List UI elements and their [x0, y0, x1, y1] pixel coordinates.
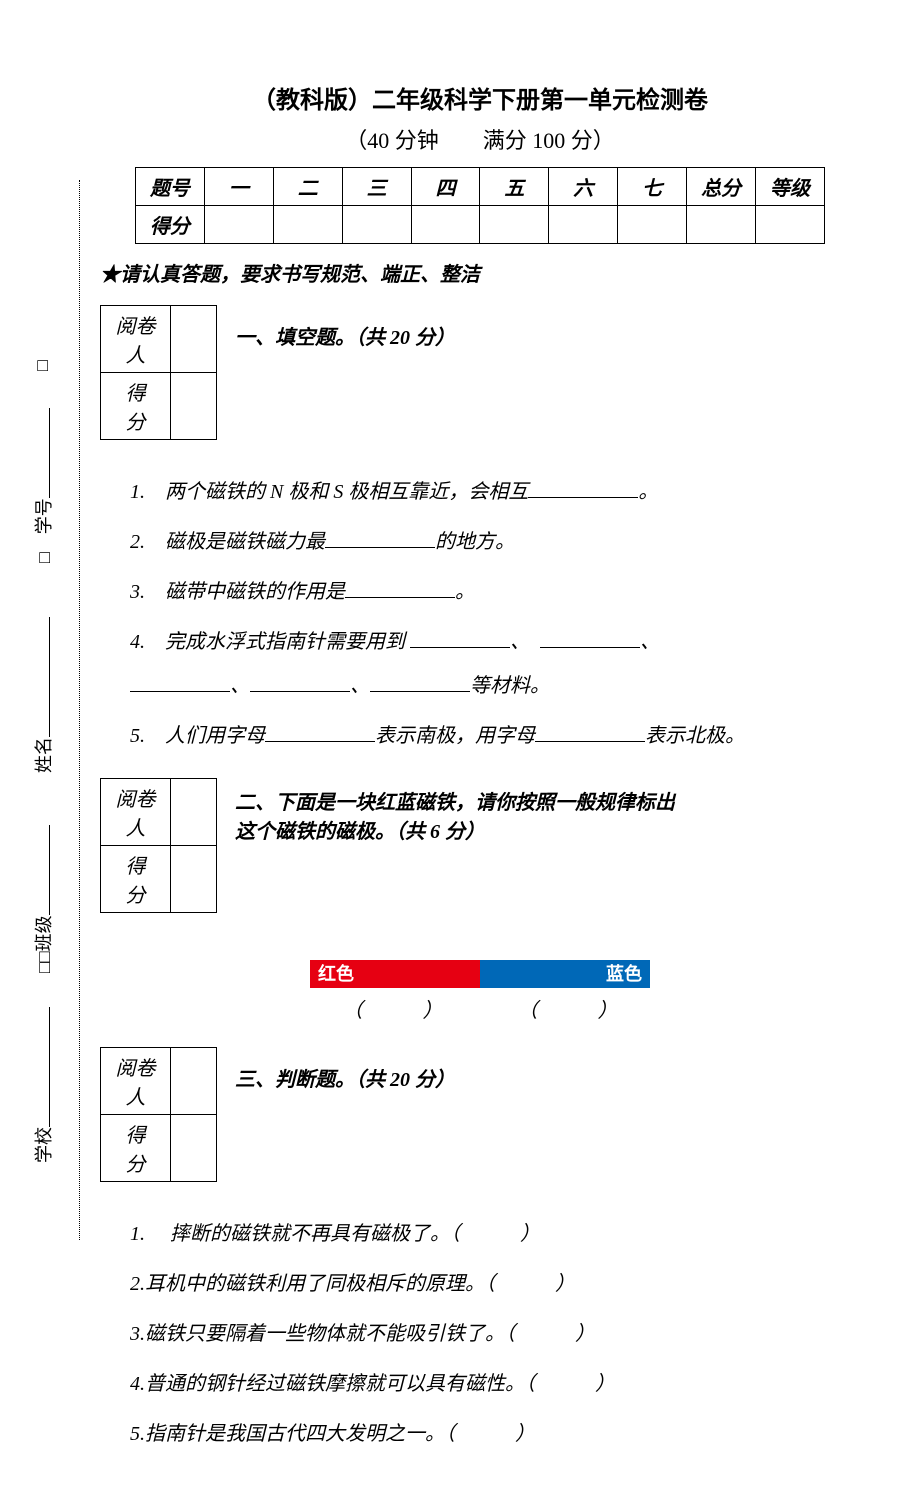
score-value-row: 得分: [136, 206, 825, 244]
section-3: 阅卷人 得 分 三、判断题。（共 20 分）: [100, 1047, 860, 1192]
scorer-box-2: 阅卷人 得 分: [100, 778, 217, 913]
sidebar-number-label: 学号: [34, 498, 54, 534]
q3-1: 1. 摔断的磁铁就不再具有磁极了。（ ）: [130, 1212, 860, 1256]
score-row-label: 得分: [136, 206, 205, 244]
sidebar-name: 姓名: [30, 617, 56, 773]
paren-left: （ ）: [308, 994, 478, 1023]
section-2: 阅卷人 得 分 二、下面是一块红蓝磁铁，请你按照一般规律标出 这个磁铁的磁极。（…: [100, 778, 860, 923]
sidebar-school-label: 学校: [34, 1127, 54, 1163]
score-cell: [618, 206, 687, 244]
magnet-bar: 红色蓝色: [310, 960, 650, 988]
score-blank: [171, 846, 217, 913]
exam-page: 学校 □□班级 姓名 □ 学号 □ （教科版）二年级科学下册第一单元检测卷 （4…: [0, 0, 920, 1502]
q-text: 表示北极。: [645, 725, 745, 747]
score-table: 题号 一 二 三 四 五 六 七 总分 等级 得分: [135, 167, 825, 244]
q3-3: 3.磁铁只要隔着一些物体就不能吸引铁了。（ ）: [130, 1312, 860, 1356]
score-cell: [411, 206, 480, 244]
score-header-cell: 六: [549, 168, 618, 206]
instructions: ★请认真答题，要求书写规范、端正、整洁: [100, 258, 860, 287]
score-header-cell: 等级: [756, 168, 825, 206]
section-title-line1: 二、下面是一块红蓝磁铁，请你按照一般规律标出: [235, 792, 675, 814]
scorer-label: 阅卷人: [101, 779, 171, 846]
score-header-cell: 二: [273, 168, 342, 206]
scorer-box-1: 阅卷人 得 分: [100, 305, 217, 440]
scorer-label: 阅卷人: [101, 1048, 171, 1115]
magnet-answer-row: （ ） （ ）: [100, 994, 860, 1023]
q-text: 。: [455, 581, 475, 603]
score-blank: [171, 1115, 217, 1182]
score-label: 得 分: [101, 373, 171, 440]
q-text: 等材料。: [470, 675, 550, 697]
q-text: 的地方。: [435, 531, 515, 553]
scorer-label: 阅卷人: [101, 306, 171, 373]
q-text: 、: [230, 675, 250, 697]
q1-1: 1. 两个磁铁的 N 极和 S 极相互靠近，会相互 。: [130, 470, 860, 514]
q-text: 、: [350, 675, 370, 697]
magnet-blue-half: 蓝色: [480, 960, 650, 988]
sidebar-class-label: 班级: [34, 915, 54, 951]
scorer-blank: [171, 306, 217, 373]
score-header-cell: 总分: [687, 168, 756, 206]
magnet-diagram: 红色蓝色: [100, 943, 860, 988]
score-header-cell: 四: [411, 168, 480, 206]
sidebar-name-label: 姓名: [34, 737, 54, 773]
score-header-row: 题号 一 二 三 四 五 六 七 总分 等级: [136, 168, 825, 206]
score-cell: [342, 206, 411, 244]
q-text: 、: [510, 631, 520, 653]
score-cell: [756, 206, 825, 244]
q-text: 3. 磁带中磁铁的作用是: [130, 581, 345, 603]
q-text: 。: [638, 481, 658, 503]
scorer-blank: [171, 779, 217, 846]
score-label: 得 分: [101, 1115, 171, 1182]
score-cell: [480, 206, 549, 244]
q3-5: 5.指南针是我国古代四大发明之一。（ ）: [130, 1412, 860, 1456]
exam-title: （教科版）二年级科学下册第一单元检测卷: [100, 80, 860, 115]
q-text: 2. 磁极是磁铁磁力最: [130, 531, 325, 553]
sidebar-school: 学校: [30, 1007, 56, 1163]
scorer-blank: [171, 1048, 217, 1115]
q1-3: 3. 磁带中磁铁的作用是 。: [130, 570, 860, 614]
score-header-cell: 三: [342, 168, 411, 206]
sidebar-class: □□班级: [30, 825, 56, 973]
score-cell: [204, 206, 273, 244]
score-cell: [273, 206, 342, 244]
magnet-red-half: 红色: [310, 960, 480, 988]
q-text: 、: [640, 631, 660, 653]
q-text: 5. 人们用字母: [130, 725, 265, 747]
exam-subtitle: （40 分钟 满分 100 分）: [100, 123, 860, 155]
sidebar-number: □ 学号: [30, 408, 56, 563]
q1-2: 2. 磁极是磁铁磁力最 的地方。: [130, 520, 860, 564]
score-label: 得 分: [101, 846, 171, 913]
q-text: 4. 完成水浮式指南针需要用到: [130, 631, 410, 653]
section-title-line2: 这个磁铁的磁极。（共 6 分）: [235, 821, 485, 843]
scorer-box-3: 阅卷人 得 分: [100, 1047, 217, 1182]
paren-right: （ ）: [483, 994, 653, 1023]
q1-4: 4. 完成水浮式指南针需要用到 、 、 、、等材料。: [130, 620, 860, 708]
section-1: 阅卷人 得 分 一、填空题。（共 20 分）: [100, 305, 860, 450]
score-header-cell: 题号: [136, 168, 205, 206]
sidebar-info: 学校 □□班级 姓名 □ 学号 □: [25, 280, 65, 1200]
q-text: 表示南极，用字母: [375, 725, 535, 747]
score-blank: [171, 373, 217, 440]
score-header-cell: 五: [480, 168, 549, 206]
sidebar-box: □: [32, 360, 54, 371]
score-header-cell: 七: [618, 168, 687, 206]
q3-2: 2.耳机中的磁铁利用了同极相斥的原理。（ ）: [130, 1262, 860, 1306]
score-cell: [687, 206, 756, 244]
q3-4: 4.普通的钢针经过磁铁摩擦就可以具有磁性。（ ）: [130, 1362, 860, 1406]
q1-5: 5. 人们用字母 表示南极，用字母 表示北极。: [130, 714, 860, 758]
q-text: 1. 两个磁铁的 N 极和 S 极相互靠近，会相互: [130, 481, 528, 503]
score-cell: [549, 206, 618, 244]
score-header-cell: 一: [204, 168, 273, 206]
